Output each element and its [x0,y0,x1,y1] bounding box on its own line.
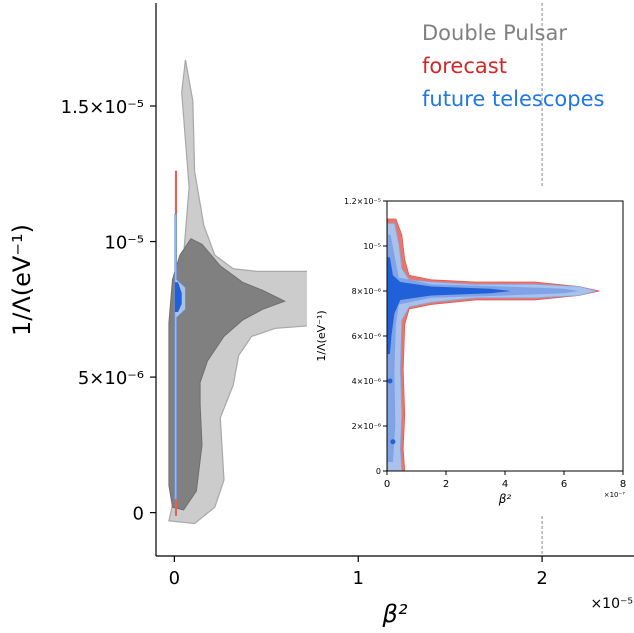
y-axis-label: 1/Λ(eV⁻¹) [8,224,36,336]
y-tick-label: 5×10⁻⁶ [78,368,144,389]
inset-y-tick-label: 8×10⁻⁶ [352,287,381,296]
future-telescopes-inner-region [174,282,182,312]
x-axis-label: β² [382,600,408,628]
inset-y-axis-label: 1/Λ(eV⁻¹) [315,310,328,361]
inset-y-tick-label: 4×10⁻⁶ [352,377,381,386]
inset-x-exponent-label: ×10⁻⁷ [604,491,625,499]
inset-y-tick-label: 10⁻⁵ [363,242,381,251]
inset-y-tick-label: 0 [376,467,381,476]
inset-future-dot [390,439,396,445]
y-tick-label: 0 [133,504,144,525]
inset-y-tick-label: 2×10⁻⁶ [352,422,381,431]
inset-x-tick-label: 2 [443,479,449,490]
inset-x-tick-label: 6 [561,479,567,490]
y-tick-label: 1.5×10⁻⁵ [61,97,144,118]
x-tick-label: 2 [536,568,547,589]
double-pulsar-inner-region [168,238,286,511]
y-tick-label: 10⁻⁵ [104,233,144,254]
x-tick-label: 1 [353,568,364,589]
legend-entry-future-telescopes: future telescopes [422,87,604,111]
x-tick-label: 0 [169,568,180,589]
inset-plot: 0 2 4 6 8 0 2×10⁻⁶ 4×10⁻⁶ 6×10⁻⁶ 8×10⁻⁶ 10⁻⁵ 1.2×10… [307,188,634,516]
legend-entry-double-pulsar: Double Pulsar [422,21,567,45]
x-exponent-label: ×10⁻⁵ [590,596,633,612]
inset-future-dot [387,378,393,384]
inset-x-tick-label: 4 [502,479,508,490]
inset-background [307,188,634,516]
inset-x-axis-label: β² [498,492,512,506]
legend: Double Pulsar forecast future telescopes [422,21,604,111]
inset-x-tick-label: 0 [384,479,390,490]
inset-y-tick-label: 1.2×10⁻⁵ [344,197,381,206]
inset-y-tick-label: 6×10⁻⁶ [352,332,381,341]
inset-x-tick-label: 8 [620,479,626,490]
legend-entry-forecast: forecast [422,54,507,78]
main-plot: 0 1 2 0 5×10⁻⁶ 10⁻⁵ 1.5×10⁻⁵ β² 1/Λ(eV⁻¹) ×10⁻⁵ [8,3,634,628]
